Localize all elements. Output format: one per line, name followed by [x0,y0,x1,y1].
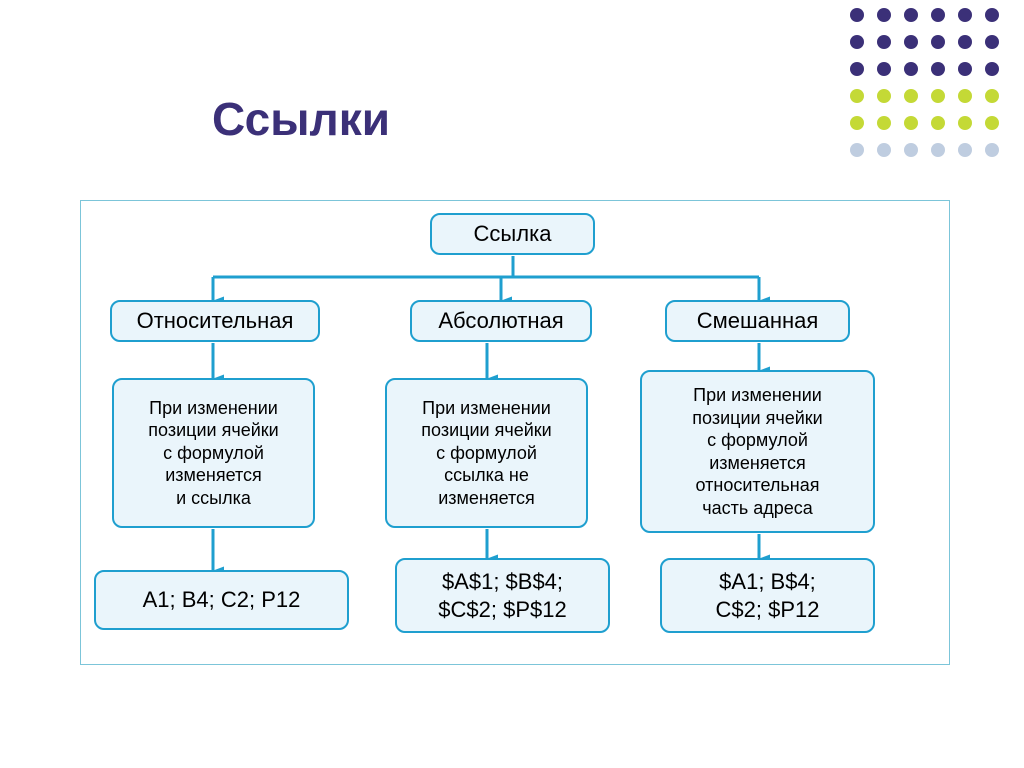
node-root: Ссылка [430,213,595,255]
dot-grid-decoration [850,8,999,157]
dot-icon [931,35,945,49]
dot-icon [904,143,918,157]
dot-icon [985,116,999,130]
dot-icon [958,89,972,103]
dot-icon [877,8,891,22]
dot-icon [904,35,918,49]
dot-icon [904,62,918,76]
node-desc-relative-desc: При изменении позиции ячейки с формулой … [112,378,315,528]
dot-icon [985,62,999,76]
node-example-mixed-ex: $A1; B$4; C$2; $P12 [660,558,875,633]
dot-icon [931,143,945,157]
dot-icon [958,116,972,130]
dot-icon [904,8,918,22]
node-type-mixed: Смешанная [665,300,850,342]
dot-icon [877,143,891,157]
dot-icon [850,143,864,157]
dot-icon [850,116,864,130]
dot-icon [931,116,945,130]
dot-icon [958,35,972,49]
dot-icon [985,143,999,157]
dot-icon [904,116,918,130]
node-example-relative-ex: A1; B4; C2; P12 [94,570,349,630]
dot-icon [931,89,945,103]
page-title: Ссылки [212,92,390,146]
dot-icon [877,35,891,49]
dot-icon [985,35,999,49]
node-desc-absolute-desc: При изменении позиции ячейки с формулой … [385,378,588,528]
dot-icon [985,8,999,22]
dot-icon [931,8,945,22]
node-type-relative: Относительная [110,300,320,342]
dot-icon [958,62,972,76]
node-desc-mixed-desc: При изменении позиции ячейки с формулой … [640,370,875,533]
node-type-absolute: Абсолютная [410,300,592,342]
node-example-absolute-ex: $A$1; $B$4; $C$2; $P$12 [395,558,610,633]
dot-icon [958,143,972,157]
dot-icon [877,116,891,130]
dot-icon [877,62,891,76]
dot-icon [958,8,972,22]
dot-icon [850,89,864,103]
dot-icon [877,89,891,103]
dot-icon [850,8,864,22]
stage: Ссылки Ссылка Относительная Абсолютная Сме… [0,0,1024,767]
dot-icon [850,35,864,49]
dot-icon [931,62,945,76]
dot-icon [904,89,918,103]
dot-icon [985,89,999,103]
dot-icon [850,62,864,76]
